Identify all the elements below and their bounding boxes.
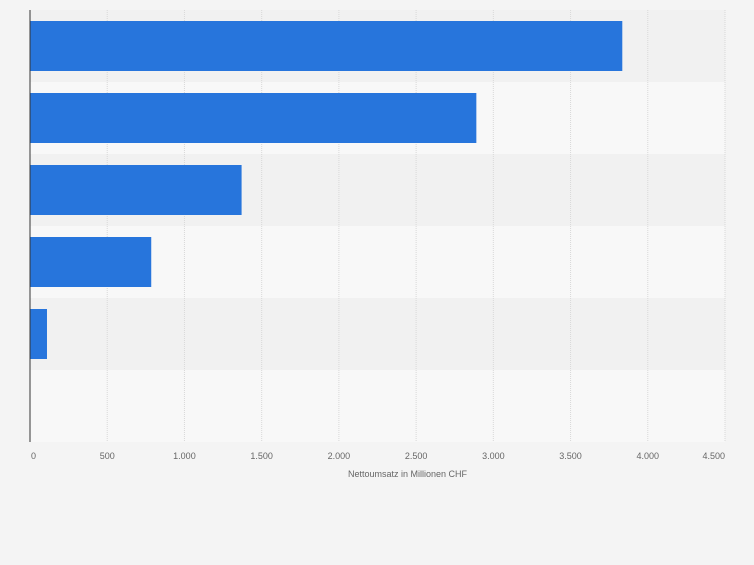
x-axis-label: Nettoumsatz in Millionen CHF — [348, 469, 468, 479]
x-tick-label: 4.500 — [702, 451, 725, 461]
bar — [30, 165, 242, 215]
bar — [30, 237, 152, 287]
x-tick-label: 2.500 — [405, 451, 428, 461]
x-tick-label: 3.000 — [482, 451, 505, 461]
row-band — [30, 370, 725, 442]
x-tick-label: 3.500 — [559, 451, 582, 461]
bar — [30, 21, 623, 71]
x-tick-label: 500 — [100, 451, 115, 461]
bar — [30, 93, 477, 143]
bar — [30, 309, 47, 359]
x-tick-labels: 0 500 1.000 1.500 2.000 2.500 3.000 3.500 4.000 4… — [31, 451, 725, 461]
x-tick-label: 4.000 — [637, 451, 660, 461]
row-bands — [30, 10, 725, 442]
x-tick-label: 1.000 — [173, 451, 196, 461]
x-tick-label: 0 — [31, 451, 36, 461]
bars — [30, 21, 623, 359]
x-tick-label: 1.500 — [250, 451, 273, 461]
gridlines — [106, 10, 726, 442]
row-band — [30, 298, 725, 370]
x-tick-label: 2.000 — [328, 451, 351, 461]
